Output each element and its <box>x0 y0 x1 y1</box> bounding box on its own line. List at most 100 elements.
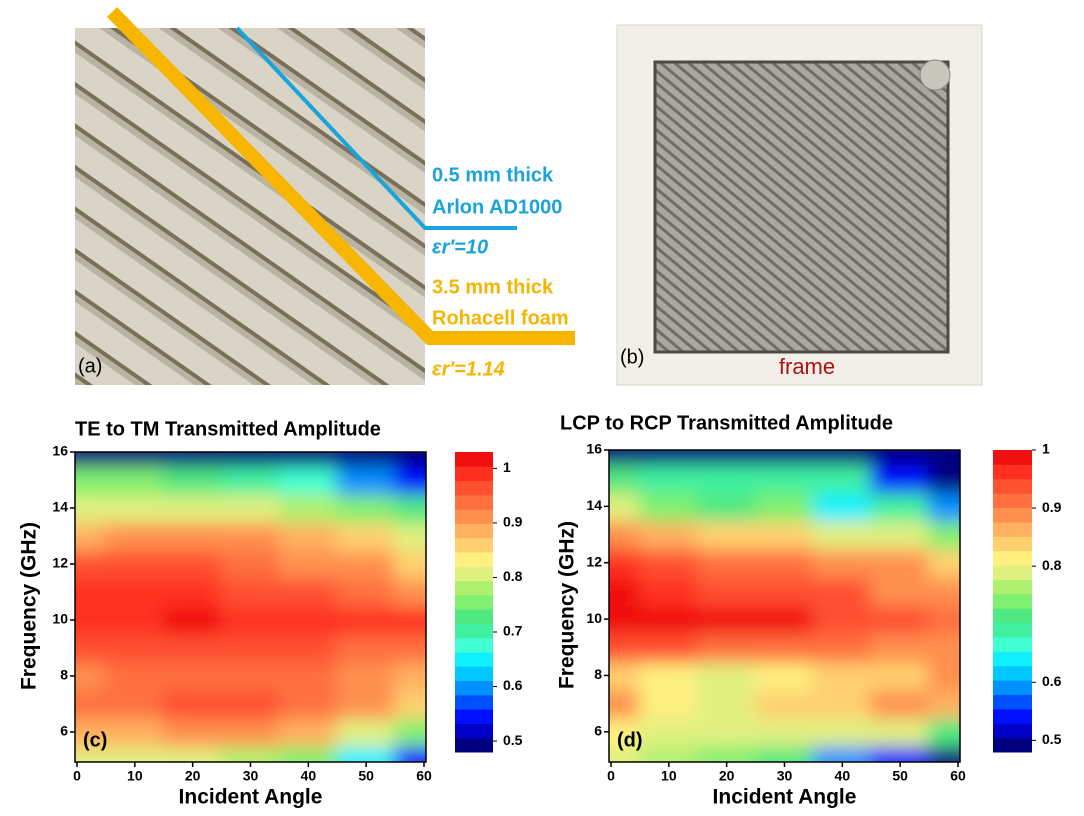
figure: (a) 0.5 mm thick Arlon AD1000 εr′=10 3.5… <box>0 0 1084 811</box>
x-tick-label: 60 <box>416 768 432 784</box>
contour-cell <box>105 577 165 607</box>
contour-fill <box>47 437 454 775</box>
colorbar-swatch <box>993 551 1032 566</box>
layer-label: 0.5 mm thick <box>432 164 554 186</box>
contour-cell <box>394 549 454 579</box>
contour-cell <box>697 548 757 578</box>
contour-cell <box>221 689 281 719</box>
contour-cell <box>870 463 930 493</box>
layer-label: Rohacell foam <box>432 307 569 329</box>
contour-cell <box>47 661 107 691</box>
contour-cell <box>278 521 338 551</box>
contour-cell <box>755 548 815 578</box>
contour-cell <box>755 576 815 606</box>
x-axis-label: Incident Angle <box>179 786 323 809</box>
contour-cell <box>47 521 107 551</box>
colorbar-swatch <box>455 666 493 681</box>
contour-cell <box>755 689 815 719</box>
contour-cell <box>697 519 757 549</box>
contour-cell <box>163 605 223 635</box>
colorbar-swatch <box>455 681 493 696</box>
colorbar-swatch <box>455 466 493 481</box>
contour-cell <box>581 463 641 493</box>
x-tick-label: 50 <box>892 768 908 784</box>
colorbar-swatch <box>455 509 493 524</box>
colorbar-swatch <box>455 638 493 653</box>
contour-cell <box>336 465 396 495</box>
contour-cell <box>105 689 165 719</box>
colorbar-swatch <box>455 581 493 596</box>
contour-cell <box>928 463 988 493</box>
contour-cell <box>812 548 872 578</box>
colorbar-swatch <box>455 452 493 467</box>
y-axis-label: Frequency (GHz) <box>556 521 579 689</box>
colorbar-swatch <box>993 651 1032 666</box>
x-tick-label: 0 <box>73 768 81 784</box>
contour-cell <box>928 491 988 521</box>
x-tick-label: 20 <box>185 768 201 784</box>
contour-cell <box>928 548 988 578</box>
contour-cell <box>105 605 165 635</box>
contour-cell <box>336 521 396 551</box>
y-tick-label: 6 <box>594 723 602 739</box>
contour-cell <box>394 577 454 607</box>
contour-cell <box>278 577 338 607</box>
y-tick-label: 8 <box>594 666 602 682</box>
contour-cell <box>639 519 699 549</box>
contour-cell <box>928 519 988 549</box>
contour-cell <box>163 549 223 579</box>
contour-cell <box>336 661 396 691</box>
contour-cell <box>639 491 699 521</box>
contour-cell <box>278 633 338 663</box>
colorbar-tick-label: 0.8 <box>1042 557 1062 573</box>
contour-cell <box>928 604 988 634</box>
contour-cell <box>163 633 223 663</box>
contour-cell <box>105 717 165 747</box>
colorbar-swatch <box>455 552 493 567</box>
contour-cell <box>278 465 338 495</box>
colorbar-swatch <box>455 738 493 753</box>
panel-label: (c) <box>83 729 107 751</box>
colorbar-swatch <box>455 595 493 610</box>
contour-area <box>47 437 454 775</box>
contour-cell <box>812 632 872 662</box>
contour-cell <box>581 660 641 690</box>
photo-b-sample <box>655 62 948 352</box>
panel-label: (d) <box>617 729 643 751</box>
contour-cell <box>105 493 165 523</box>
contour-cell <box>163 521 223 551</box>
y-tick-label: 14 <box>586 497 602 513</box>
x-tick-label: 40 <box>301 768 317 784</box>
contour-cell <box>639 660 699 690</box>
contour-cell <box>394 633 454 663</box>
contour-cell <box>278 717 338 747</box>
contour-cell <box>755 604 815 634</box>
colorbar-tick-label: 0.6 <box>1042 673 1062 689</box>
contour-cell <box>697 463 757 493</box>
colorbar-swatch <box>455 481 493 496</box>
contour-cell <box>47 465 107 495</box>
y-tick-label: 6 <box>60 723 68 739</box>
x-tick-label: 30 <box>777 768 793 784</box>
contour-cell <box>47 577 107 607</box>
contour-cell <box>394 689 454 719</box>
contour-cell <box>697 632 757 662</box>
colorbar-swatch <box>993 522 1032 537</box>
contour-cell <box>278 493 338 523</box>
contour-cell <box>812 660 872 690</box>
colorbar-swatch <box>993 637 1032 652</box>
contour-cell <box>928 632 988 662</box>
contour-cell <box>812 576 872 606</box>
contour-cell <box>163 577 223 607</box>
contour-cell <box>394 465 454 495</box>
colorbar-swatch <box>993 579 1032 594</box>
colorbar-swatch <box>993 738 1032 753</box>
contour-cell <box>870 604 930 634</box>
x-tick-label: 0 <box>607 768 615 784</box>
layer-label: Arlon AD1000 <box>432 196 562 218</box>
contour-cell <box>105 549 165 579</box>
contour-cell <box>639 689 699 719</box>
contour-cell <box>47 689 107 719</box>
colorbar-swatch <box>993 608 1032 623</box>
contour-cell <box>394 605 454 635</box>
